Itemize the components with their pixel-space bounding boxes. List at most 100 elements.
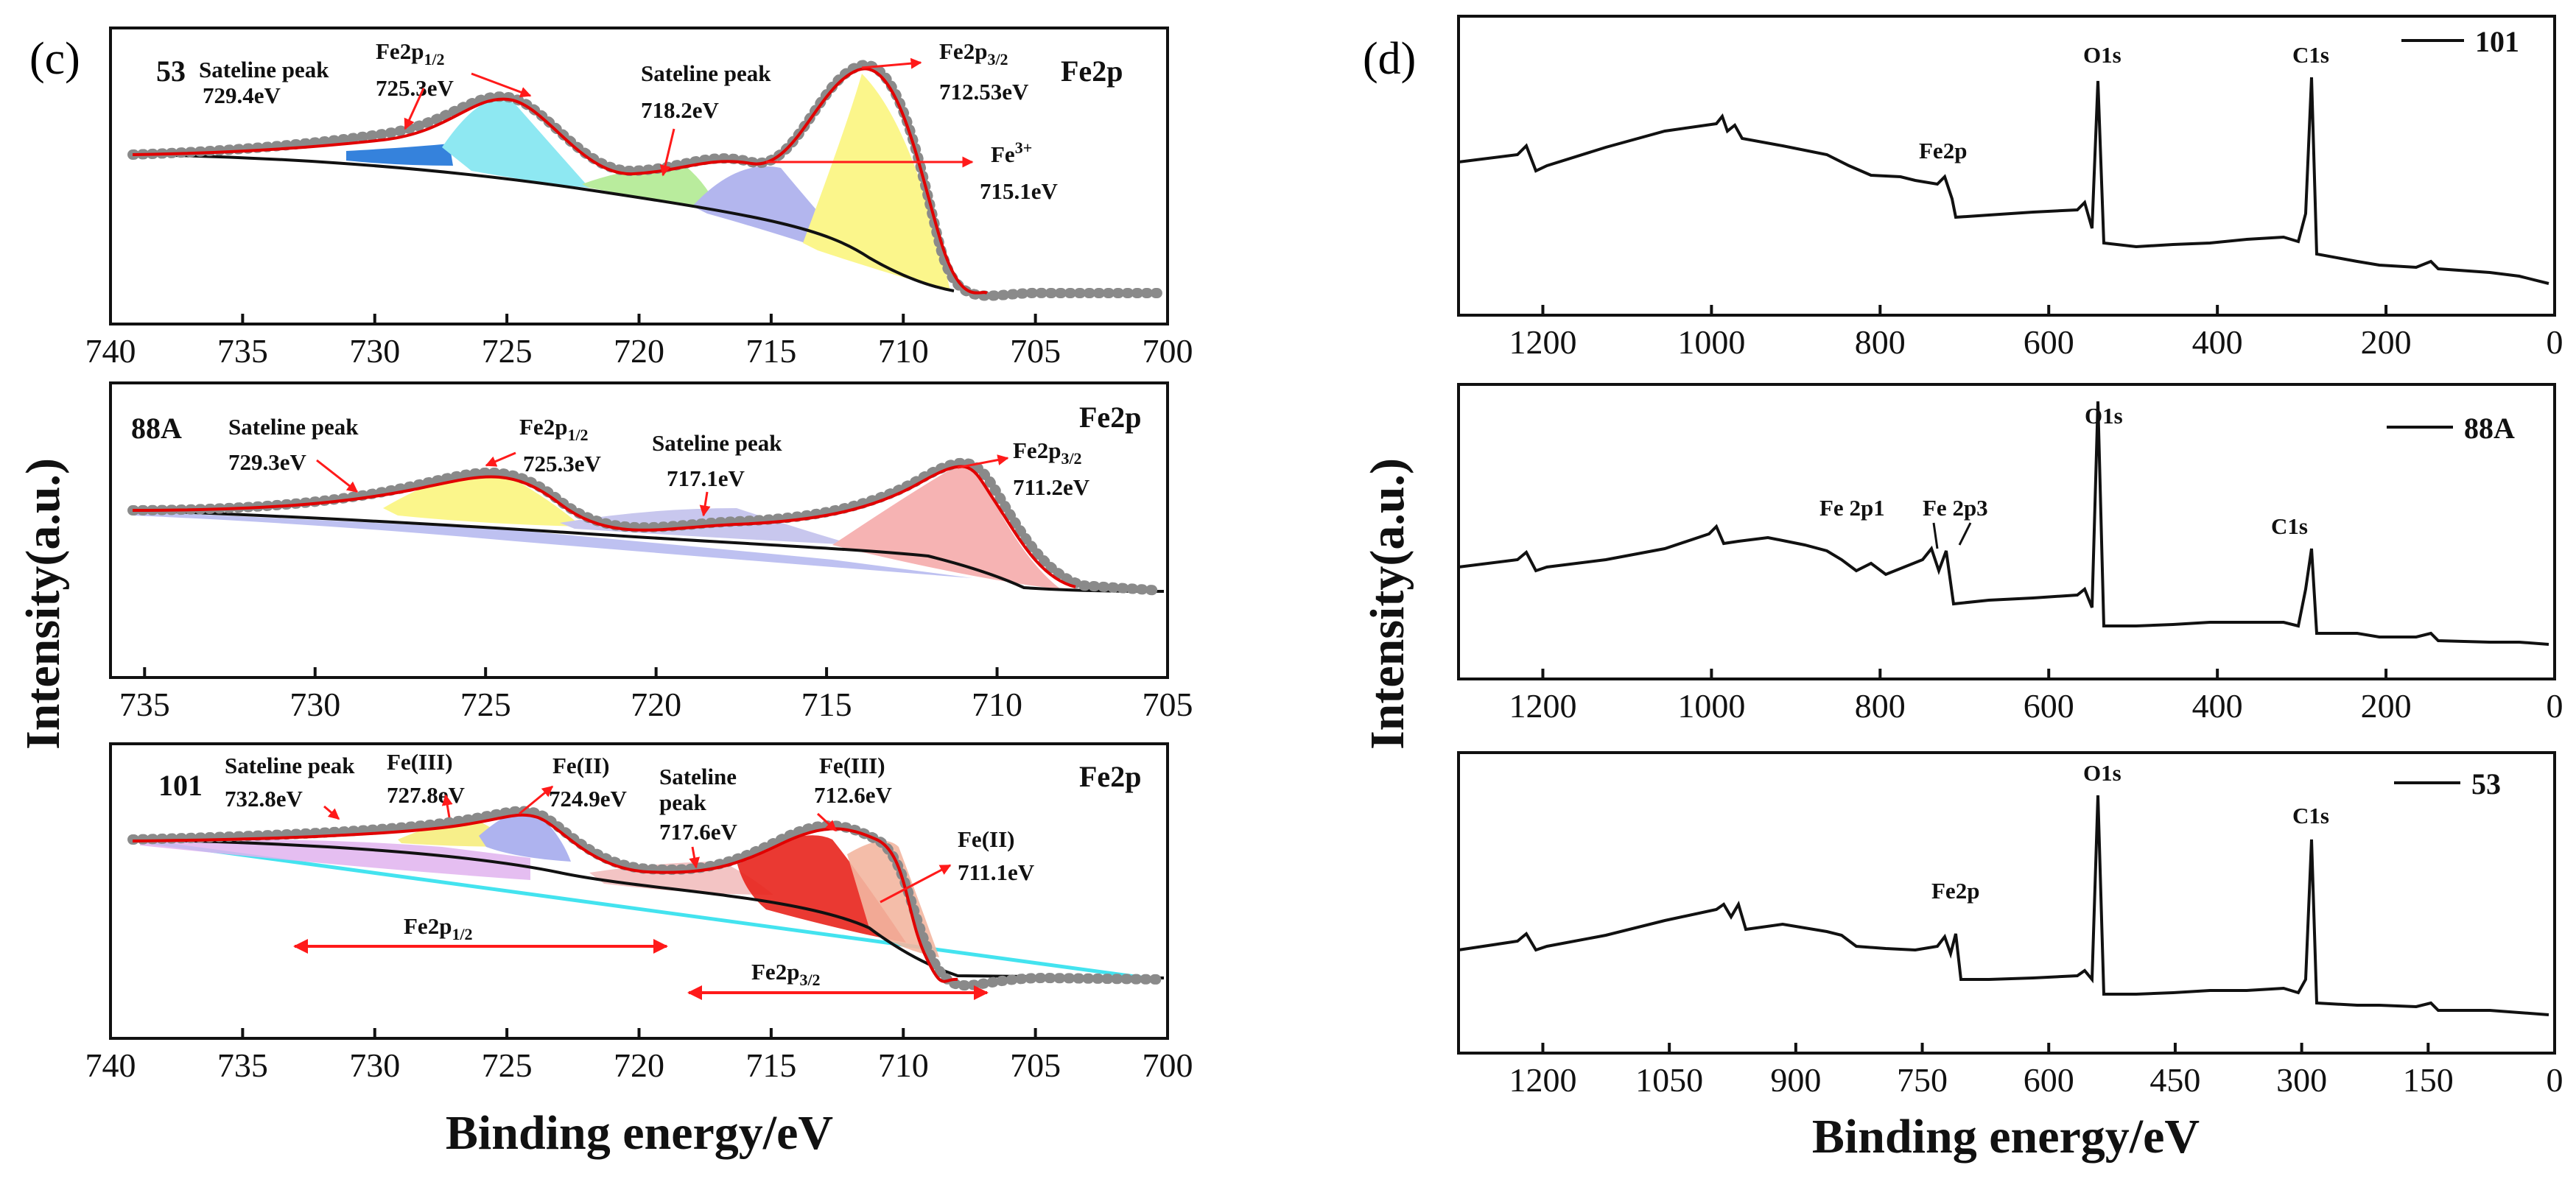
background-line: [132, 153, 955, 292]
arrow-732: [323, 805, 340, 820]
x-tick-label: 705: [1010, 1046, 1061, 1084]
x-tick-label: 730: [349, 332, 400, 370]
peak-label-sateline-717: Sateline: [659, 764, 737, 789]
peak-label-fe3: Fe3+: [991, 138, 1032, 167]
peak-label-fe2p3: Fe 2p3: [1923, 495, 1988, 521]
peak-label-fe3-712: Fe(III): [819, 753, 885, 778]
x-tick-label: 800: [1855, 687, 1906, 725]
x-tick-label: 800: [1855, 323, 1906, 361]
x-tick-label: 725: [460, 686, 511, 723]
chart-88a-fe2p: 735 730 725 720 715 710 705 88A Fe2p Sateline …: [109, 381, 1193, 723]
peak-sateline-729: [346, 144, 453, 166]
survey-line: [1458, 401, 2549, 646]
peak-label-fe3-727: Fe(III): [387, 749, 453, 775]
peak-label-c1s: C1s: [2292, 42, 2329, 68]
background-line: [132, 838, 1165, 979]
peak-label-sateline-717: Sateline peak: [652, 430, 782, 456]
x-tick-label: 710: [878, 1046, 929, 1084]
x-tick-label: 1200: [1509, 323, 1576, 361]
legend-label: 53: [2471, 767, 2501, 800]
peak-label-fe2p1: Fe 2p1: [1819, 495, 1885, 521]
peak-value-711: 711.1eV: [958, 859, 1035, 885]
annotations: 88A Fe2p Sateline peak 729.3eV Fe2p1/2 7…: [131, 401, 1141, 517]
x-tick-label: 715: [745, 1046, 796, 1084]
x-tick-label: 1200: [1509, 687, 1576, 725]
x-tick-label: 0: [2547, 687, 2563, 725]
x-tick-label: 730: [289, 686, 340, 723]
peak-sateline-729: [133, 512, 972, 578]
peak-label-sateline-732: Sateline peak: [225, 753, 355, 778]
marker-fe2p3: [1958, 522, 1972, 546]
peak-label-fe2p12: Fe2p1/2: [519, 414, 589, 444]
arrow-712: [816, 812, 838, 832]
x-tick-label: 725: [482, 332, 533, 370]
x-tick-label: 600: [2024, 323, 2074, 361]
peak-label-sateline-729: Sateline peak: [199, 57, 329, 82]
x-axis-label-c: Binding energy/eV: [446, 1106, 833, 1160]
legend-label: 101: [2475, 25, 2519, 58]
x-tick-label: 0: [2547, 323, 2563, 361]
raw-points: [127, 457, 1165, 596]
x-tick-label: 730: [349, 1046, 400, 1084]
peak-label-o1s: O1s: [2083, 42, 2121, 68]
axis-frame: [1457, 15, 2556, 317]
peak-value-717: 717.6eV: [659, 819, 738, 845]
peak-label-c1s: C1s: [2271, 513, 2308, 539]
peak-value-727: 727.8eV: [387, 782, 466, 808]
x-tick-label: 200: [2361, 323, 2412, 361]
peak-label-o1s: O1s: [2083, 760, 2121, 786]
x-tick-label: 705: [1143, 686, 1193, 723]
y-axis-label-d: Intensity(a.u.): [1361, 458, 1414, 750]
peak-fe2p32-711: [832, 465, 1061, 589]
peak-fe2p32-712: [803, 74, 950, 291]
arrow-724: [519, 785, 554, 815]
arrow-712: [861, 57, 922, 69]
chart-88a-survey: 88A O1s C1s Fe 2p1 Fe 2p3 1200 1000 800 600…: [1457, 383, 2563, 725]
peak-value-712: 712.6eV: [814, 782, 893, 808]
arrow-717: [689, 846, 701, 869]
range-label-fe2p32: Fe2p3/2: [751, 959, 821, 989]
chart-53-fe2p: 740 735 730 725 720 715 710 705 700 53 Fe2p Sate…: [85, 27, 1193, 370]
x-tick-label: 740: [85, 332, 136, 370]
arrow-725: [485, 451, 516, 467]
peak-label-fe2-724: Fe(II): [552, 753, 609, 778]
peak-label-fe2p32: Fe2p3/2: [1013, 437, 1082, 468]
peak-value-711: 711.2eV: [1013, 474, 1090, 500]
x-tick-label: 1050: [1635, 1061, 1703, 1099]
peak-sateline-732: [140, 839, 530, 880]
peak-label-sateline-718: Sateline peak: [641, 60, 771, 86]
peak-label-sateline-717-b: peak: [659, 789, 707, 815]
peak-label-sateline-729: Sateline peak: [228, 414, 359, 440]
sample-tag-101: 101: [158, 769, 203, 802]
peak-label-fe2p12: Fe2p1/2: [376, 38, 445, 68]
arrow-711: [880, 864, 952, 904]
arrow-725: [404, 88, 425, 130]
marker-fe2p1: [1932, 522, 1939, 549]
raw-points: [127, 806, 1165, 991]
range-label-fe2p12: Fe2p1/2: [404, 913, 473, 943]
envelope-fit: [132, 67, 989, 295]
x-tick-label: 450: [2149, 1061, 2200, 1099]
peak-value-712: 712.53eV: [939, 79, 1029, 105]
cyan-baseline: [139, 839, 1157, 982]
peak-label-fe2p: Fe2p: [1919, 138, 1967, 163]
arrow-718: [659, 128, 675, 177]
peak-fe2-724: [479, 809, 571, 862]
x-axis: 735 730 725 720 715 710 705: [119, 667, 1193, 723]
peak-label-fe2p: Fe2p: [1931, 878, 1979, 904]
peak-label-o1s: O1s: [2085, 403, 2123, 429]
x-tick-label: 720: [614, 1046, 664, 1084]
legend-label: 88A: [2464, 412, 2515, 445]
x-tick-label: 735: [119, 686, 170, 723]
peak-value-715: 715.1eV: [980, 178, 1059, 204]
chart-101-survey: 101 O1s C1s Fe2p 1200 1000 800 600 400 200 0: [1457, 15, 2563, 361]
peak-fe2p12-725: [442, 99, 589, 188]
peak-value-725: 725.3eV: [376, 75, 455, 101]
x-axis: 740 735 730 725 720 715 710 705 700: [85, 314, 1193, 370]
x-tick-label: 400: [2192, 323, 2243, 361]
x-tick-label: 150: [2403, 1061, 2454, 1099]
arrow-729: [316, 459, 359, 493]
region-tag-fe2p: Fe2p: [1079, 401, 1141, 434]
peak-label-fe2p32: Fe2p3/2: [939, 38, 1008, 68]
